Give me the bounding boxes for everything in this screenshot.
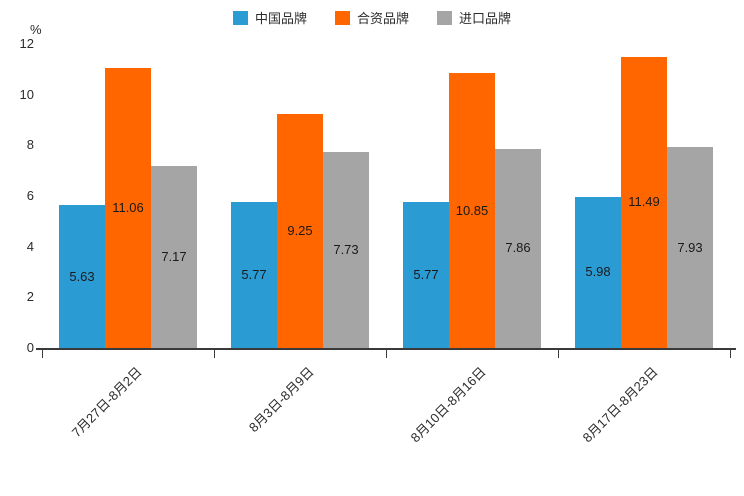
legend-swatch-icon xyxy=(437,10,452,25)
x-axis-category-label: 7月27日-8月2日 xyxy=(68,364,145,441)
legend-item-合资品牌[interactable]: 合资品牌 xyxy=(334,8,409,27)
bar-中国品牌 xyxy=(403,201,449,348)
bar-value-label: 9.25 xyxy=(287,222,313,238)
bar-value-label: 5.63 xyxy=(69,268,95,284)
bar-进口品牌 xyxy=(323,152,369,348)
y-axis-tick-label: 8 xyxy=(26,137,34,153)
legend-item-进口品牌[interactable]: 进口品牌 xyxy=(437,8,511,27)
bar-value-label: 11.49 xyxy=(628,194,660,210)
legend-label: 进口品牌 xyxy=(459,11,512,26)
x-axis-tick xyxy=(558,350,559,358)
x-axis-tick xyxy=(42,350,43,358)
y-axis-tick-label: 6 xyxy=(26,188,34,203)
bar-合资品牌 xyxy=(277,113,323,348)
y-axis-unit-label: % xyxy=(30,22,42,37)
legend-item-中国品牌[interactable]: 中国品牌 xyxy=(232,8,307,27)
bar-进口品牌 xyxy=(495,148,541,348)
bar-合资品牌 xyxy=(449,73,495,348)
y-axis-tick-label: 0 xyxy=(26,340,34,355)
bar-value-label: 7.73 xyxy=(333,242,359,258)
y-axis-tick-label: 10 xyxy=(19,86,34,102)
bar-value-label: 7.86 xyxy=(505,240,531,256)
bar-合资品牌 xyxy=(105,67,151,348)
x-axis-tick xyxy=(214,350,215,358)
bar-value-label: 11.06 xyxy=(112,199,144,215)
legend-label: 合资品牌 xyxy=(356,11,409,26)
x-axis-category-label: 8月3日-8月9日 xyxy=(245,364,317,436)
bar-中国品牌 xyxy=(575,196,621,348)
bar-进口品牌 xyxy=(151,166,197,348)
x-axis-tick xyxy=(730,350,731,358)
legend-swatch-icon xyxy=(232,10,248,25)
bar-value-label: 10.85 xyxy=(455,202,489,218)
x-axis-category-label: 8月10日-8月16日 xyxy=(407,364,489,446)
x-axis-tick xyxy=(386,350,387,358)
bar-合资品牌 xyxy=(621,56,667,348)
bar-中国品牌 xyxy=(231,201,277,348)
legend-swatch-icon xyxy=(334,10,350,25)
bar-进口品牌 xyxy=(667,147,713,348)
chart-legend: 中国品牌 合资品牌 进口品牌 xyxy=(0,8,744,27)
bar-value-label: 5.98 xyxy=(585,264,611,280)
y-axis-tick-label: 2 xyxy=(26,289,34,305)
x-axis-category-label: 8月17日-8月23日 xyxy=(579,364,661,446)
y-axis-tick-label: 4 xyxy=(26,238,34,254)
y-axis-tick-label: 12 xyxy=(19,36,34,51)
legend-label: 中国品牌 xyxy=(254,11,307,26)
bar-value-label: 7.17 xyxy=(161,249,187,265)
bar-value-label: 5.77 xyxy=(413,266,439,282)
bar-中国品牌 xyxy=(59,205,105,348)
bar-value-label: 5.77 xyxy=(241,266,267,282)
bar-value-label: 7.93 xyxy=(677,239,703,255)
x-axis-line xyxy=(36,348,736,350)
